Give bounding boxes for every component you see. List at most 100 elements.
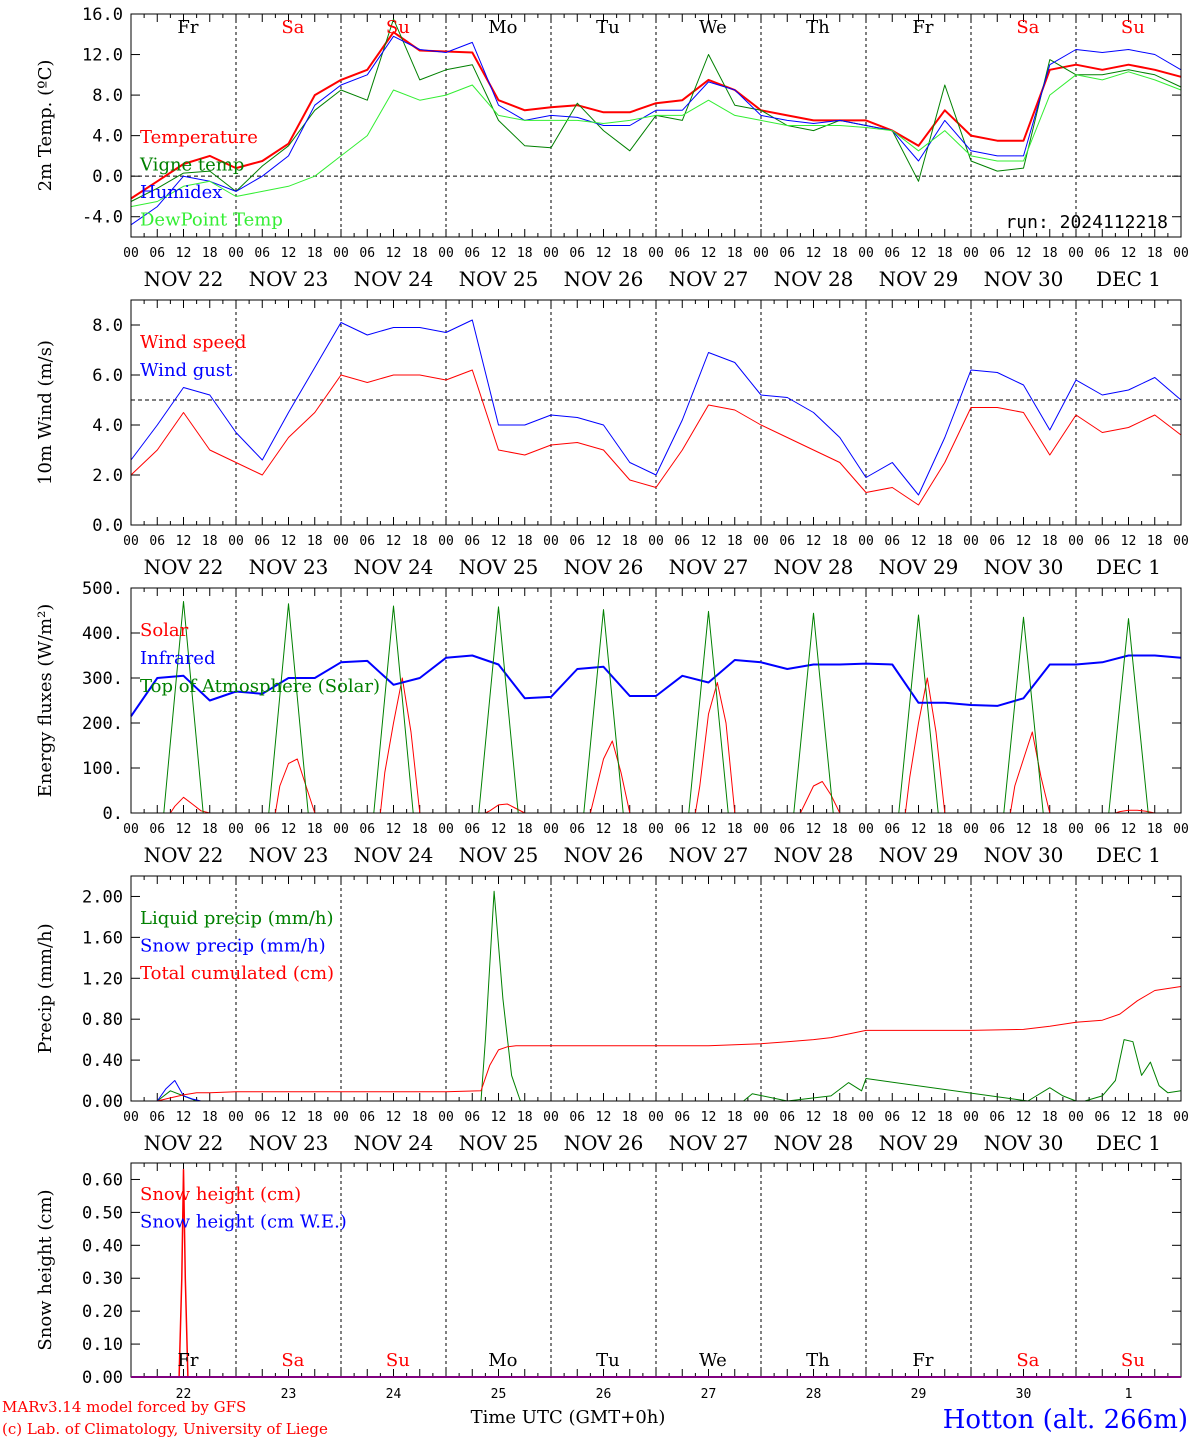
series-wind-speed [130,369,1182,506]
hour-tick-label: 00 [1068,822,1084,837]
hour-tick-label: 00 [333,822,349,837]
hour-tick-label: 18 [1042,246,1058,261]
y-axis-label: Snow height (cm) [35,1189,56,1350]
hour-tick-label: 12 [701,246,717,261]
time-axis-label: Time UTC (GMT+0h) [471,1407,666,1428]
y-tick-label: 0.00 [82,1092,123,1112]
date-label: NOV 30 [984,843,1064,867]
weekday-label: Tu [596,17,620,38]
hour-tick-label: 18 [1147,534,1163,549]
hour-tick-label: 00 [1173,534,1189,549]
hour-tick-label: 18 [727,1110,743,1125]
y-tick-label: 1.20 [82,969,123,989]
plot-frame [130,875,1182,1102]
day-number-label: 22 [176,1387,192,1402]
weekday-label: Su [1121,17,1145,38]
y-tick-label: 0.80 [82,1010,123,1030]
hour-tick-label: 00 [1068,534,1084,549]
footer-line-1: MARv3.14 model forced by GFS [2,1398,246,1416]
hour-tick-label: 00 [543,1110,559,1125]
hour-tick-label: 12 [491,246,507,261]
hour-tick-label: 06 [149,246,165,261]
hour-tick-label: 00 [963,1110,979,1125]
date-label: NOV 22 [144,555,224,579]
date-label: NOV 30 [984,1131,1064,1155]
date-label: NOV 28 [774,555,854,579]
hour-tick-label: 12 [281,822,297,837]
hour-tick-label: 00 [753,1110,769,1125]
hour-tick-label: 18 [727,822,743,837]
hour-tick-label: 06 [1094,822,1110,837]
weekday-label: We [699,17,727,38]
hour-tick-label: 18 [832,822,848,837]
weekday-label: Su [386,17,410,38]
hour-tick-label: 12 [911,822,927,837]
weekday-label: Fr [912,1350,933,1371]
date-label: NOV 28 [774,1131,854,1155]
date-label: DEC 1 [1096,843,1161,867]
hour-tick-label: 00 [858,1110,874,1125]
hour-tick-label: 12 [1016,822,1032,837]
hour-tick-label: 18 [622,822,638,837]
hour-tick-label: 00 [438,1110,454,1125]
weekday-label: Fr [177,1350,198,1371]
hour-tick-label: 06 [779,534,795,549]
hour-tick-label: 06 [569,1110,585,1125]
hour-tick-label: 18 [517,534,533,549]
legend-item: Humidex [140,182,222,203]
hour-tick-label: 00 [858,534,874,549]
hour-tick-label: 00 [228,246,244,261]
date-label: NOV 26 [564,843,644,867]
weekday-label: Sa [281,1350,304,1371]
date-label: NOV 29 [879,1131,959,1155]
legend-item: Temperature [140,127,258,148]
hour-tick-label: 18 [832,246,848,261]
legend-item: Solar [140,620,189,641]
date-label: NOV 26 [564,555,644,579]
hour-tick-label: 12 [176,246,192,261]
day-number-label: 1 [1125,1387,1133,1402]
hour-tick-label: 18 [517,1110,533,1125]
hour-tick-label: 06 [464,822,480,837]
series-infrared [130,654,1182,717]
hour-tick-label: 00 [438,534,454,549]
hour-tick-label: 00 [858,822,874,837]
y-tick-label: 0.0 [92,516,123,536]
hour-tick-label: 00 [963,534,979,549]
hour-tick-label: 06 [1094,1110,1110,1125]
hour-tick-label: 06 [1094,246,1110,261]
hour-tick-label: 18 [307,1110,323,1125]
hour-tick-label: 00 [648,1110,664,1125]
weekday-label: We [699,1350,727,1371]
hour-tick-label: 18 [307,534,323,549]
hour-tick-label: 00 [333,534,349,549]
hour-tick-label: 06 [884,822,900,837]
hour-tick-label: 12 [911,1110,927,1125]
hour-tick-label: 18 [937,822,953,837]
weekday-label: Th [806,1350,830,1371]
hour-tick-label: 12 [1121,822,1137,837]
panel-wind: 0.0 2.0 4.0 6.0 8.0 10m Wind (m/s) Wind speed W… [35,299,1189,579]
panel-precip: 0.00 0.40 0.80 1.20 1.60 2.00 Precip (mm/h) Liq… [35,875,1189,1155]
hour-tick-label: 00 [1173,1110,1189,1125]
legend-item: Snow height (cm) [140,1184,301,1205]
hour-tick-label: 00 [1068,1110,1084,1125]
hour-tick-label: 12 [596,534,612,549]
date-label: DEC 1 [1096,1131,1161,1155]
hour-tick-label: 18 [832,534,848,549]
date-label: NOV 27 [669,555,749,579]
hour-tick-label: 12 [1016,246,1032,261]
hour-tick-label: 00 [648,534,664,549]
plot-frame [130,299,1182,526]
location-label: Hotton (alt. 266m) [943,1405,1188,1435]
date-label: NOV 29 [879,555,959,579]
hour-tick-label: 18 [517,822,533,837]
hour-tick-label: 18 [1147,1110,1163,1125]
hour-tick-label: 00 [438,822,454,837]
date-label: NOV 29 [879,267,959,291]
hour-tick-label: 18 [412,534,428,549]
hour-tick-label: 18 [1147,246,1163,261]
y-tick-label: 4.0 [92,416,123,436]
hour-tick-label: 18 [1042,534,1058,549]
hour-tick-label: 18 [202,822,218,837]
